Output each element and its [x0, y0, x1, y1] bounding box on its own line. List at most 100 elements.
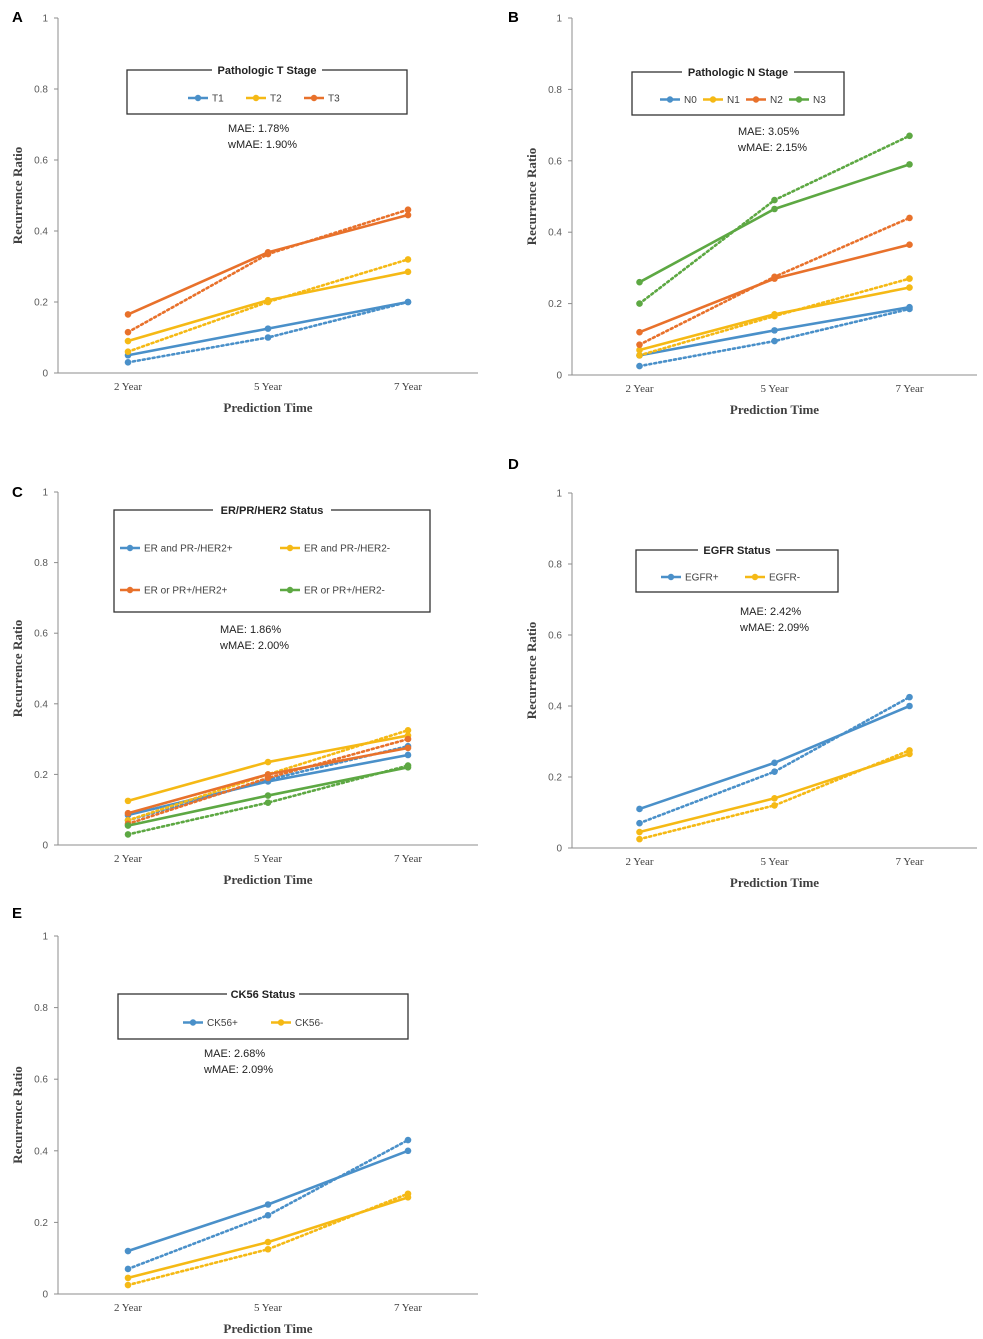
observed-point: [264, 325, 272, 332]
observed-point: [264, 1238, 272, 1246]
legend: Pathologic N Stage N0 N1 N2 N3: [631, 64, 845, 116]
y-tick-label: 0.8: [34, 85, 48, 96]
y-tick-label: 0.4: [34, 1146, 48, 1157]
y-tick-label: 0.4: [34, 227, 48, 238]
predicted-point: [404, 726, 412, 734]
observed-point: [771, 311, 778, 318]
legend-title-bg: [227, 986, 299, 1002]
observed-point: [404, 744, 412, 752]
legend-label: T2: [270, 94, 282, 105]
y-tick-label: 0.6: [34, 156, 48, 167]
observed-point: [906, 161, 913, 168]
legend-swatch-marker: [126, 586, 134, 594]
predicted-line: [126, 258, 410, 354]
panel-letter: A: [12, 9, 23, 26]
x-tick-label: 7 Year: [394, 1302, 422, 1314]
predicted-point: [124, 831, 132, 838]
observed-line: [638, 163, 910, 284]
observed-point: [906, 702, 913, 710]
predicted-point: [404, 256, 412, 263]
series-N1: [636, 275, 913, 359]
legend-label: N1: [727, 95, 740, 106]
x-tick-label: 7 Year: [895, 856, 923, 868]
observed-point: [771, 795, 778, 802]
legend-swatch-marker: [277, 1019, 285, 1026]
legend-entry-N3: N3: [789, 95, 826, 106]
y-tick-label: 1: [42, 932, 48, 943]
observed-point: [124, 797, 132, 805]
observed-point: [124, 809, 132, 817]
predicted-point: [264, 334, 272, 341]
legend-entry-N2: N2: [746, 95, 783, 106]
observed-point: [636, 346, 643, 354]
legend-label: CK56+: [207, 1018, 238, 1029]
legend-title-bg: [212, 62, 322, 78]
chart-panel-A: A 0 0.2 0.4 0.6 0.8 1 2 Year 5 Year 7 Year Predict…: [10, 9, 478, 415]
legend-label: ER and PR-/HER2-: [304, 544, 390, 555]
y-tick-label: 0.4: [548, 702, 562, 713]
series-EGFR-: [636, 747, 913, 843]
metric-label: MAE: 1.86%: [220, 624, 281, 636]
series-T3: [124, 206, 412, 336]
observed-point: [124, 1274, 132, 1282]
legend-entry-ER and PR-/HER2+: ER and PR-/HER2+: [120, 544, 233, 555]
series-N0: [636, 303, 913, 370]
legend-label: CK56-: [295, 1018, 323, 1029]
legend-label: ER or PR+/HER2-: [304, 586, 385, 597]
legend-swatch-marker: [194, 94, 202, 102]
observed-point: [404, 1194, 412, 1201]
y-tick-label: 1: [42, 14, 48, 25]
observed-point: [771, 205, 778, 213]
legend-entry-T2: T2: [246, 94, 282, 105]
y-tick-label: 0.6: [34, 1075, 48, 1086]
legend-label: ER and PR-/HER2+: [144, 544, 233, 555]
y-tick-label: 1: [556, 14, 562, 25]
series-ER or PR+/HER2-: [124, 762, 412, 838]
legend-title: Pathologic T Stage: [217, 65, 316, 77]
legend-entry-EGFR+: EGFR+: [661, 573, 719, 584]
observed-point: [906, 241, 913, 248]
observed-point: [264, 792, 272, 799]
panel-letter: B: [508, 9, 519, 26]
predicted-point: [404, 735, 412, 743]
metric-label: wMAE: 2.00%: [219, 640, 289, 652]
legend-label: ER or PR+/HER2+: [144, 586, 228, 597]
predicted-point: [124, 1281, 132, 1289]
legend: CK56 Status CK56+ CK56-: [117, 986, 409, 1040]
observed-point: [636, 278, 643, 286]
y-tick-label: 0.2: [34, 1218, 48, 1229]
legend-entry-N1: N1: [703, 95, 740, 106]
legend-entry-EGFR-: EGFR-: [745, 573, 800, 584]
y-tick-label: 0.8: [548, 560, 562, 571]
legend-label: T3: [328, 94, 340, 105]
x-tick-label: 7 Year: [394, 381, 422, 393]
y-tick-label: 0.8: [548, 85, 562, 96]
metric-label: wMAE: 2.15%: [737, 142, 807, 154]
y-tick-label: 0.2: [34, 298, 48, 309]
predicted-point: [636, 352, 643, 359]
observed-point: [771, 327, 778, 334]
chart-panel-E: E 0 0.2 0.4 0.6 0.8 1 2 Year 5 Year 7 Year Predict…: [10, 905, 478, 1336]
observed-point: [124, 311, 132, 318]
panel-letter: E: [12, 905, 22, 922]
predicted-point: [404, 1136, 412, 1144]
predicted-point: [636, 341, 643, 348]
observed-point: [404, 751, 412, 759]
y-tick-label: 0.6: [548, 156, 562, 167]
legend-title: Pathologic N Stage: [688, 67, 788, 79]
legend-swatch-marker: [666, 96, 674, 103]
predicted-point: [771, 337, 778, 345]
series-EGFR+: [636, 693, 913, 827]
legend-entry-ER or PR+/HER2+: ER or PR+/HER2+: [120, 586, 228, 597]
x-axis-title: Prediction Time: [223, 872, 312, 887]
observed-point: [404, 211, 412, 219]
predicted-point: [264, 799, 272, 806]
predicted-point: [771, 768, 778, 775]
y-tick-label: 0.6: [34, 629, 48, 640]
observed-point: [636, 328, 643, 336]
y-axis-title: Recurrence Ratio: [524, 148, 539, 246]
series-N3: [636, 132, 913, 307]
legend-title-bg: [698, 542, 776, 558]
series-T1: [124, 298, 412, 366]
